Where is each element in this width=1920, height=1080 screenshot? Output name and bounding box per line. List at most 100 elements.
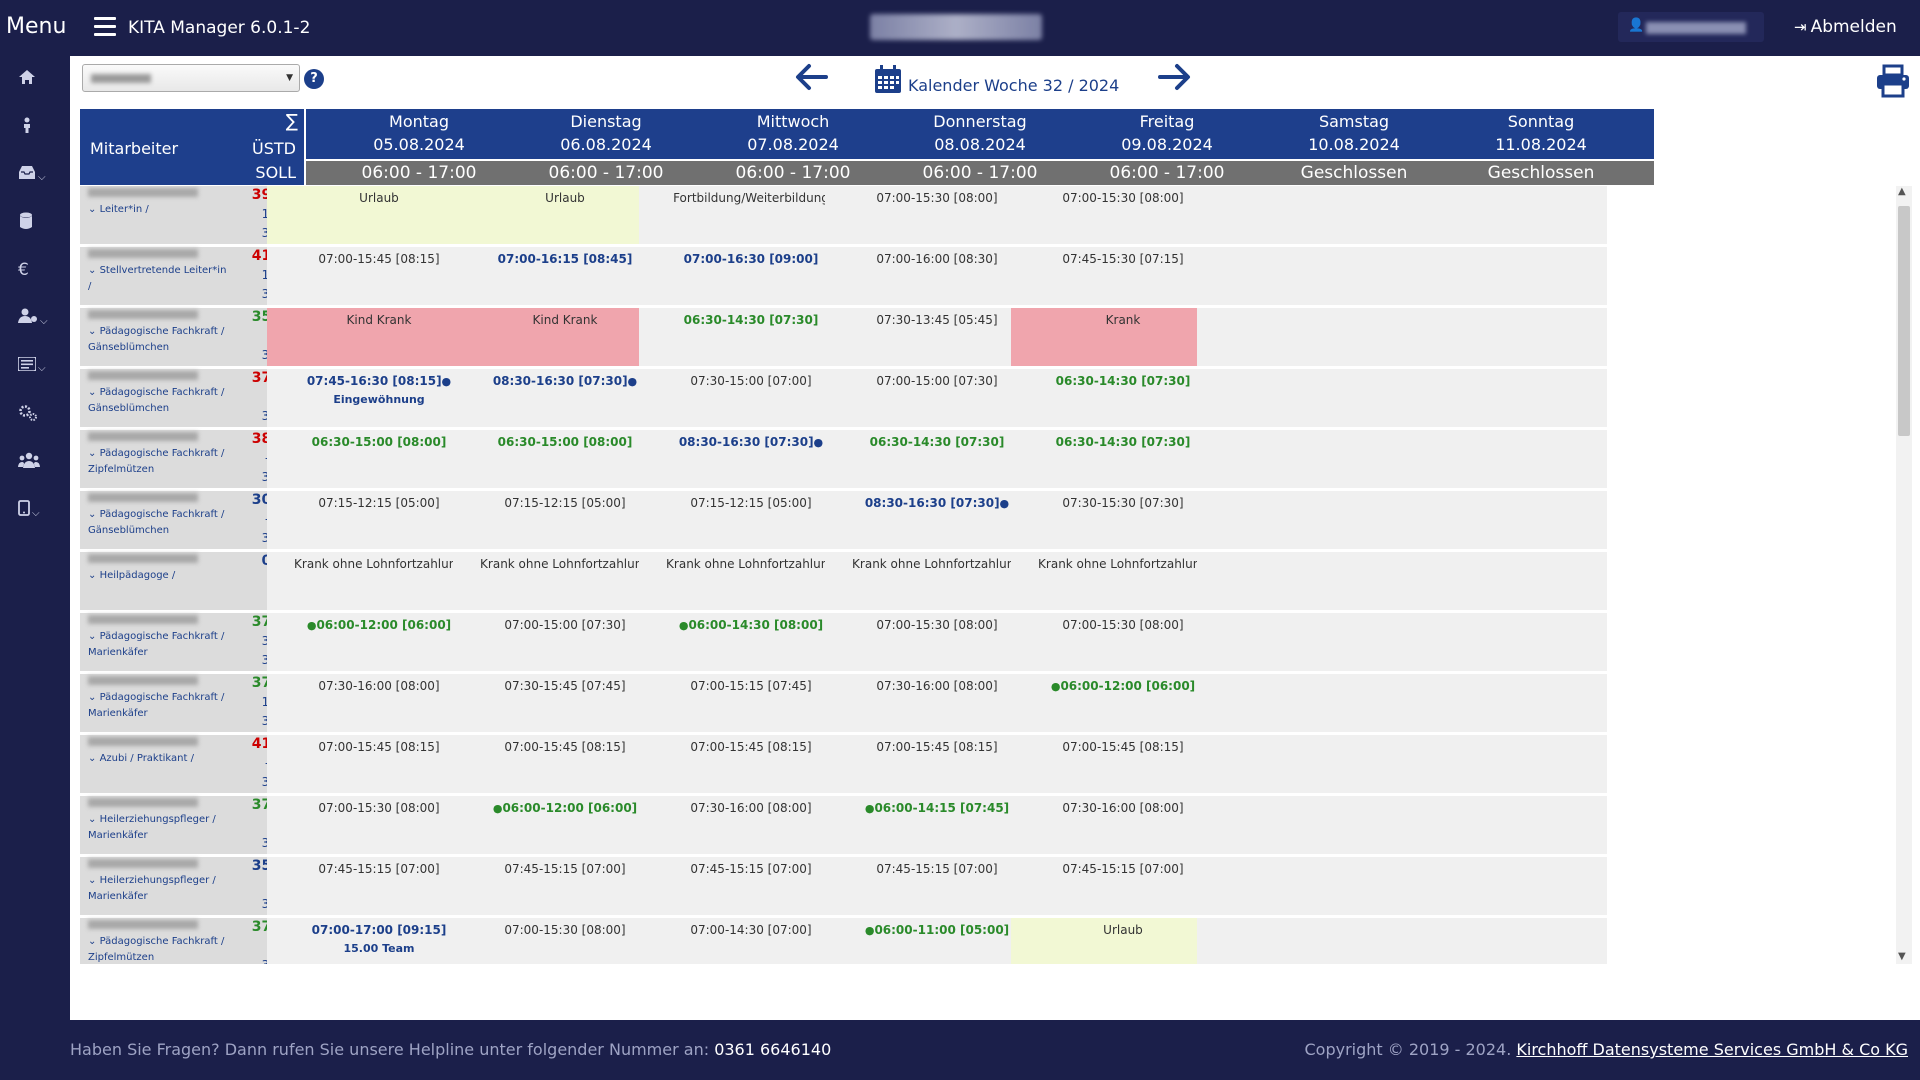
scroll-thumb[interactable]	[1898, 206, 1910, 436]
employee-role[interactable]: ⌄ Pädagogische Fachkraft / Marienkäfer	[88, 690, 228, 722]
day-cell[interactable]	[1383, 552, 1607, 610]
employee-cell[interactable]: ⌄ Pädagogische Fachkraft / Gänseblümchen…	[80, 308, 304, 366]
day-cell[interactable]	[1383, 186, 1607, 244]
employee-role[interactable]: ⌄ Heilerziehungspfleger / Marienkäfer	[88, 873, 228, 905]
day-cell[interactable]	[1383, 308, 1607, 366]
day-opening-hours: Geschlossen	[1428, 161, 1654, 185]
sidebar-child-icon[interactable]	[18, 116, 58, 140]
select-arrow-icon: ▼	[286, 73, 293, 83]
sidebar-home-icon[interactable]	[18, 68, 58, 92]
sidebar-gears-icon[interactable]	[18, 404, 58, 428]
shift-text: 07:00-16:30 [09:00]	[683, 252, 819, 266]
week-label[interactable]: Kalender Woche 32 / 2024	[908, 76, 1120, 95]
shift-text: 07:45-15:30 [07:15]	[1062, 252, 1184, 266]
day-cell[interactable]	[1383, 430, 1607, 488]
employee-role[interactable]: ⌄ Heilpädagoge /	[88, 568, 228, 584]
day-cell[interactable]	[1383, 796, 1607, 854]
employee-column-header: ∑ Mitarbeiter ÜSTD SOLL	[80, 109, 304, 185]
shift-text: 07:00-15:45 [08:15]	[876, 740, 998, 754]
employee-name-blurred	[88, 859, 198, 868]
sidebar-tablet-icon[interactable]: ⌵	[18, 500, 58, 524]
shift-text: 07:00-15:00 [07:30]	[876, 374, 998, 388]
employee-role[interactable]: ⌄ Heilerziehungspfleger / Marienkäfer	[88, 812, 228, 844]
shift-text: 07:00-15:45 [08:15]	[318, 252, 440, 266]
person-icon: ●	[678, 619, 689, 632]
employee-role[interactable]: ⌄ Pädagogische Fachkraft / Zipfelmützen	[88, 934, 228, 964]
print-icon[interactable]	[1876, 64, 1910, 98]
employee-role[interactable]: ⌄ Pädagogische Fachkraft / Gänseblümchen	[88, 385, 228, 417]
person-icon: ●	[492, 802, 503, 815]
shift-text: 07:00-15:30 [08:00]	[1062, 191, 1184, 205]
logout-button[interactable]: ⇥ Abmelden	[1794, 17, 1897, 37]
day-date: 06.08.2024	[560, 135, 652, 154]
shift-text: 06:30-14:30 [07:30]	[1055, 435, 1191, 449]
day-date: 08.08.2024	[934, 135, 1026, 154]
shift-text: Krank ohne Lohnfortzahlung	[1038, 557, 1208, 571]
table-row: ⌄ Pädagogische Fachkraft / Zipfelmützen3…	[80, 430, 1904, 491]
shift-text: 07:30-13:45 [05:45]	[876, 313, 998, 327]
shift-text: 07:00-15:15 [07:45]	[690, 679, 812, 693]
sidebar-list-icon[interactable]: ⌵	[17, 356, 58, 380]
employee-role[interactable]: ⌄ Stellvertretende Leiter*in /	[88, 263, 228, 295]
employee-role[interactable]: ⌄ Pädagogische Fachkraft / Marienkäfer	[88, 629, 228, 661]
chevron-down-icon: ⌄	[88, 753, 100, 764]
previous-week-arrow-icon[interactable]	[794, 60, 828, 100]
employee-role-text: Pädagogische Fachkraft / Gänseblümchen	[88, 509, 225, 536]
table-row: ⌄ Pädagogische Fachkraft / Marienkäfer37…	[80, 613, 1904, 674]
day-cell[interactable]	[1383, 674, 1607, 732]
day-cell[interactable]	[1383, 247, 1607, 305]
facility-logo	[870, 14, 1042, 40]
day-cell[interactable]	[1383, 735, 1607, 793]
chevron-down-icon: ⌵	[32, 508, 40, 519]
person-icon: ●	[627, 375, 638, 388]
employee-role[interactable]: ⌄ Azubi / Praktikant /	[88, 751, 228, 767]
employee-role[interactable]: ⌄ Pädagogische Fachkraft / Gänseblümchen	[88, 507, 228, 539]
day-cell[interactable]	[1383, 491, 1607, 549]
next-week-arrow-icon[interactable]	[1158, 60, 1192, 100]
employee-role[interactable]: ⌄ Pädagogische Fachkraft / Gänseblümchen	[88, 324, 228, 356]
day-cell[interactable]	[1383, 369, 1607, 427]
facility-select[interactable]: ▼	[82, 64, 300, 92]
chevron-down-icon: ⌵	[40, 316, 48, 327]
footer: Haben Sie Fragen? Dann rufen Sie unsere …	[0, 1020, 1920, 1080]
hamburger-menu-icon[interactable]	[94, 17, 116, 37]
sidebar-euro-icon[interactable]: €	[18, 260, 29, 280]
day-title: Sonntag 11.08.2024	[1428, 109, 1654, 159]
employee-name-blurred	[88, 798, 198, 807]
sidebar-users-icon[interactable]	[18, 452, 58, 476]
person-icon: ●	[306, 619, 317, 632]
company-link[interactable]: Kirchhoff Datensysteme Services GmbH & C…	[1516, 1040, 1908, 1059]
shift-text: 07:45-15:15 [07:00]	[876, 862, 998, 876]
chevron-down-icon: ⌄	[88, 448, 100, 459]
shift-text: 07:00-15:30 [08:00]	[876, 618, 998, 632]
employee-role-text: Heilerziehungspfleger / Marienkäfer	[88, 875, 216, 902]
day-cell[interactable]	[1383, 918, 1607, 964]
scroll-up-icon[interactable]: ▲	[1898, 186, 1906, 197]
scroll-down-icon[interactable]: ▼	[1898, 951, 1906, 962]
grid-scrollbar[interactable]: ▲ ▼	[1896, 186, 1912, 964]
table-row: ⌄ Heilerziehungspfleger / Marienkäfer37,…	[80, 796, 1904, 857]
soll-header-label: SOLL	[255, 163, 296, 182]
employee-role[interactable]: ⌄ Pädagogische Fachkraft / Zipfelmützen	[88, 446, 228, 478]
day-cell[interactable]	[1383, 857, 1607, 915]
menu-label[interactable]: Menu	[6, 14, 67, 39]
sidebar-inbox-icon[interactable]: ⌵	[18, 164, 58, 188]
day-name: Donnerstag	[933, 112, 1027, 131]
person-icon: ●	[1050, 680, 1061, 693]
user-menu[interactable]: 👤	[1618, 12, 1764, 42]
shift-text: 07:30-16:00 [08:00]	[876, 679, 998, 693]
shift-text: 08:30-16:30 [07:30]	[864, 496, 1000, 510]
shift-text: 07:45-15:15 [07:00]	[318, 862, 440, 876]
help-icon[interactable]: ?	[304, 69, 324, 89]
calendar-icon[interactable]	[874, 64, 902, 94]
sidebar-user-settings-icon[interactable]: ⌵	[18, 308, 58, 332]
chevron-down-icon: ⌄	[88, 814, 100, 825]
chevron-down-icon: ⌄	[88, 509, 100, 520]
sidebar-database-icon[interactable]	[18, 212, 58, 236]
shift-text: Kind Krank	[346, 313, 412, 327]
employee-cell[interactable]: ⌄ Pädagogische Fachkraft / Zipfelmützen3…	[80, 918, 304, 964]
sum-icon: ∑	[285, 111, 298, 132]
day-cell[interactable]	[1383, 613, 1607, 671]
employee-role[interactable]: ⌄ Leiter*in /	[88, 202, 228, 218]
person-icon: ●	[864, 802, 875, 815]
